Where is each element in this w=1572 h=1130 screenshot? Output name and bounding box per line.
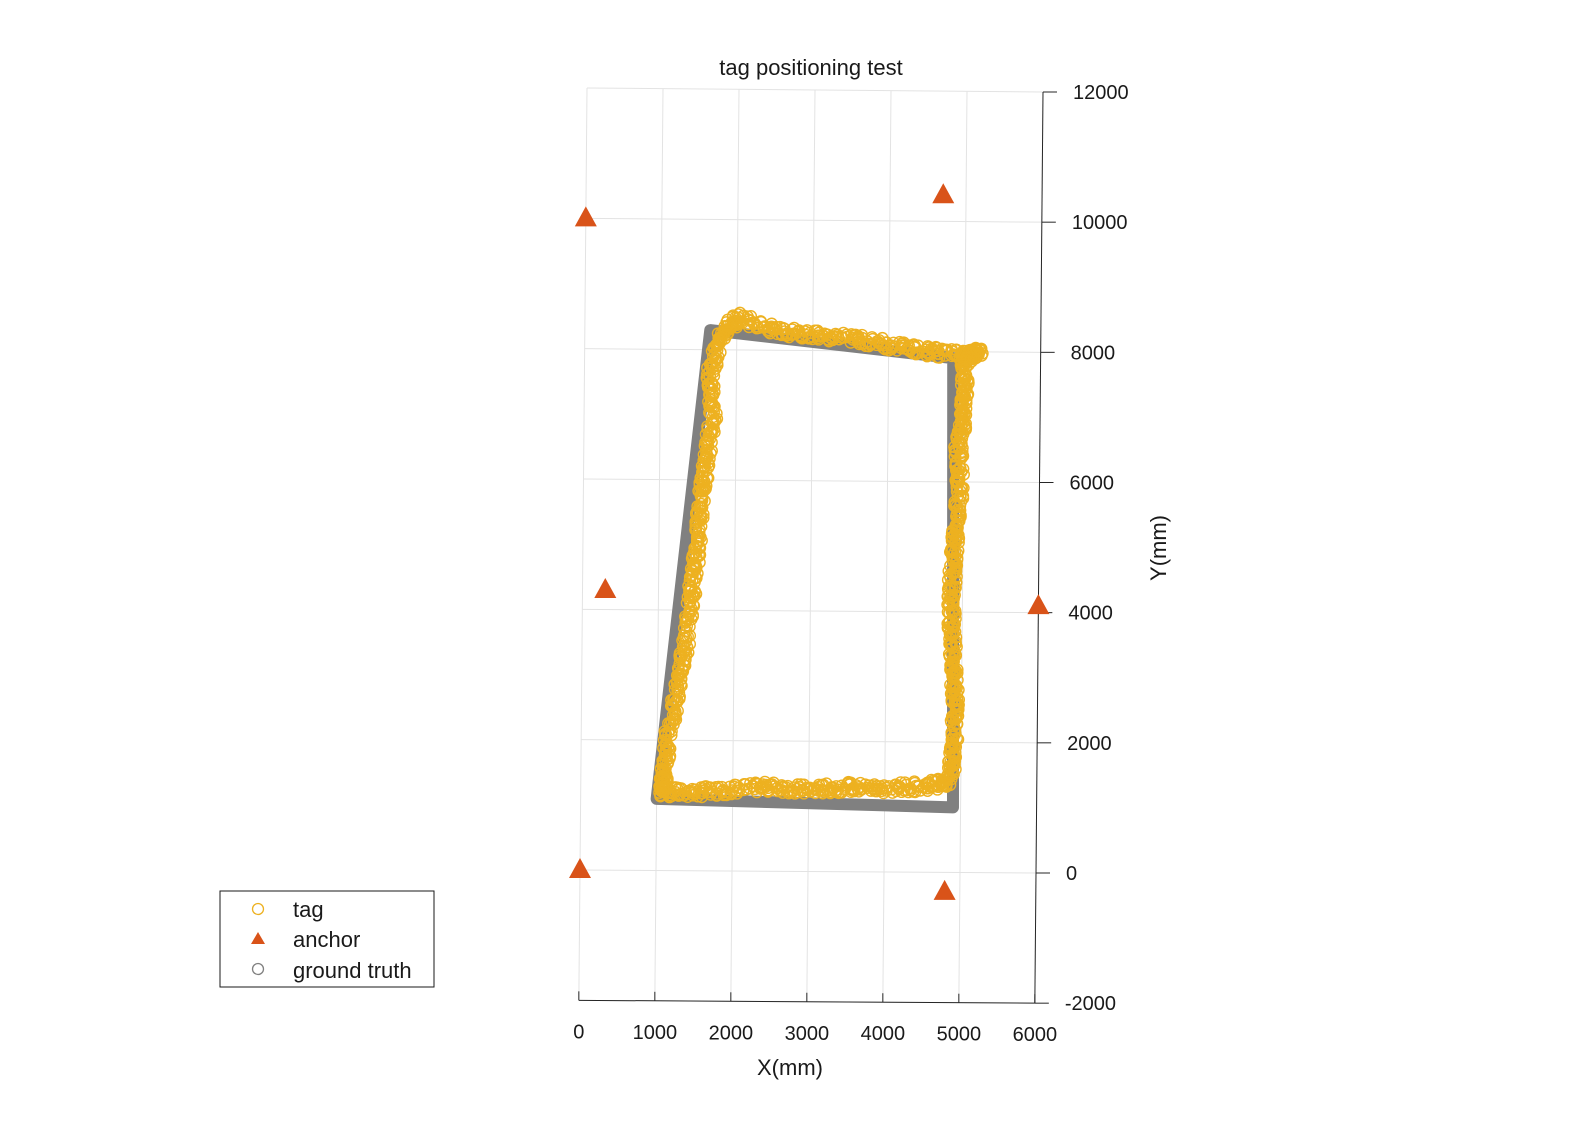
tag-point <box>704 393 718 407</box>
tag-point <box>949 464 963 477</box>
anchor-point <box>933 879 956 900</box>
tag-point <box>831 783 844 796</box>
tag-point <box>945 659 958 673</box>
y-tick-label: 4000 <box>1068 603 1113 625</box>
grid-line-y <box>579 869 1037 874</box>
legend-tag-marker <box>251 902 265 916</box>
grid-line-y <box>585 217 1042 223</box>
y-tick-label: 0 <box>1066 863 1077 885</box>
ground-truth-path <box>650 324 960 814</box>
tag-point <box>952 544 965 557</box>
tag-point <box>875 782 889 795</box>
legend-ground-truth-label: ground truth <box>293 958 412 983</box>
axes: 0 1000 2000 3000 4000 5000 6000 -2000 0 2000 4000 6… <box>573 82 1128 1046</box>
legend-anchor-label: anchor <box>293 927 360 952</box>
tag-point <box>951 663 964 676</box>
grid-line-y <box>582 608 1039 614</box>
x-tick-label: 5000 <box>937 1024 982 1046</box>
y-tick-label: -2000 <box>1065 993 1116 1015</box>
legend-tag-label: tag <box>293 897 324 922</box>
tag-point <box>665 725 678 738</box>
x-tick-label: 0 <box>573 1021 584 1043</box>
x-tick-label: 6000 <box>1013 1024 1058 1046</box>
ground-truth-series <box>650 324 960 814</box>
tag-point <box>658 729 672 742</box>
tag-point <box>698 452 712 466</box>
chart-title: tag positioning test <box>719 55 902 80</box>
tag-point <box>945 343 958 356</box>
tag-point <box>683 620 696 633</box>
tag-point <box>653 782 667 795</box>
anchor-series <box>569 183 1050 900</box>
y-axis-line <box>1034 91 1044 1004</box>
tag-point <box>950 524 964 537</box>
grid-line-y <box>586 87 1044 93</box>
anchor-point <box>1027 594 1050 615</box>
y-tick-label: 8000 <box>1071 342 1116 364</box>
anchor-point <box>932 183 955 204</box>
tag-point <box>707 401 721 414</box>
tag-point <box>946 543 960 557</box>
tag-point <box>922 345 935 359</box>
legend-anchor-marker <box>251 932 265 944</box>
tag-point <box>704 397 717 411</box>
anchor-point <box>574 206 597 227</box>
grid-line-x <box>654 88 664 1001</box>
y-axis-label: Y(mm) <box>1146 515 1171 581</box>
grid-line-x <box>882 90 892 1003</box>
tag-point <box>654 790 667 803</box>
tag-point <box>902 785 915 799</box>
y-tick-label: 6000 <box>1070 473 1115 495</box>
tag-point <box>733 306 747 319</box>
tag-point <box>665 716 679 729</box>
tag-point <box>809 786 822 800</box>
legend: tag anchor ground truth <box>219 890 435 988</box>
anchor-point <box>594 577 617 598</box>
y-tick-label: 12000 <box>1073 82 1129 104</box>
y-tick-label: 2000 <box>1067 733 1112 755</box>
y-tick-label: 10000 <box>1072 212 1128 234</box>
chart-text: tag positioning test X(mm) Y(mm) <box>719 55 1171 1080</box>
tag-point <box>682 608 696 621</box>
anchor-point <box>569 858 591 878</box>
grid-line-x <box>806 89 816 1002</box>
x-tick-label: 1000 <box>633 1022 678 1044</box>
x-tick-label: 4000 <box>861 1023 906 1045</box>
x-tick-label: 2000 <box>709 1022 754 1044</box>
x-axis-label: X(mm) <box>757 1055 823 1080</box>
legend-ground-truth-marker <box>251 962 265 976</box>
tag-point <box>919 349 933 362</box>
tag-point <box>656 756 670 770</box>
tag-series <box>653 306 989 804</box>
grid <box>578 87 1044 1004</box>
grid-line-x <box>578 87 588 1001</box>
x-tick-label: 3000 <box>785 1023 830 1045</box>
grid-line-x <box>730 89 740 1002</box>
